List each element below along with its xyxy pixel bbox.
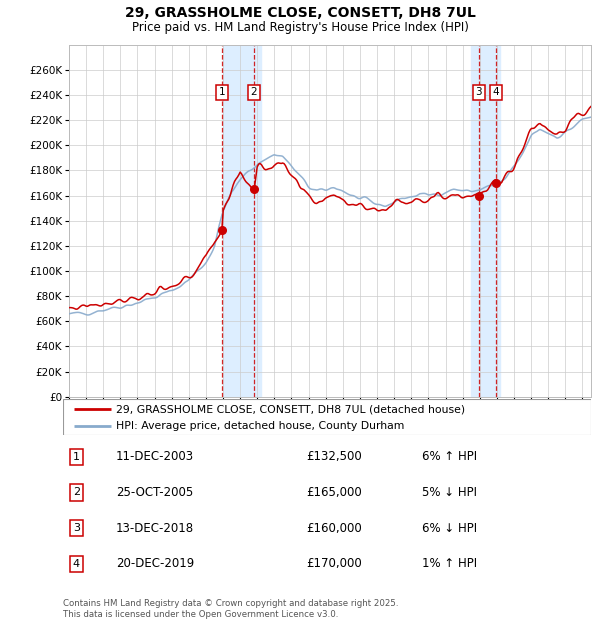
Text: Contains HM Land Registry data © Crown copyright and database right 2025.
This d: Contains HM Land Registry data © Crown c… [63,600,398,619]
Text: HPI: Average price, detached house, County Durham: HPI: Average price, detached house, Coun… [116,421,404,432]
Text: £160,000: £160,000 [306,521,362,534]
Text: 6% ↑ HPI: 6% ↑ HPI [422,450,477,463]
Text: 25-OCT-2005: 25-OCT-2005 [116,486,193,499]
Text: 4: 4 [73,559,80,569]
Text: 11-DEC-2003: 11-DEC-2003 [116,450,194,463]
Text: 5% ↓ HPI: 5% ↓ HPI [422,486,477,499]
Text: 1: 1 [73,452,80,462]
Text: 1: 1 [218,87,226,97]
Text: 1% ↑ HPI: 1% ↑ HPI [422,557,477,570]
Bar [223,45,260,397]
Text: 3: 3 [475,87,482,97]
Text: Price paid vs. HM Land Registry's House Price Index (HPI): Price paid vs. HM Land Registry's House … [131,21,469,34]
Text: 20-DEC-2019: 20-DEC-2019 [116,557,194,570]
Text: 29, GRASSHOLME CLOSE, CONSETT, DH8 7UL: 29, GRASSHOLME CLOSE, CONSETT, DH8 7UL [125,6,475,20]
Text: 2: 2 [73,487,80,497]
Text: 2: 2 [251,87,257,97]
FancyBboxPatch shape [63,399,591,435]
Text: £170,000: £170,000 [306,557,362,570]
Text: 3: 3 [73,523,80,533]
Bar [471,45,500,397]
Text: 29, GRASSHOLME CLOSE, CONSETT, DH8 7UL (detached house): 29, GRASSHOLME CLOSE, CONSETT, DH8 7UL (… [116,404,465,414]
Text: 13-DEC-2018: 13-DEC-2018 [116,521,194,534]
Text: 6% ↓ HPI: 6% ↓ HPI [422,521,477,534]
Text: 4: 4 [493,87,499,97]
Text: £132,500: £132,500 [306,450,362,463]
Text: £165,000: £165,000 [306,486,362,499]
